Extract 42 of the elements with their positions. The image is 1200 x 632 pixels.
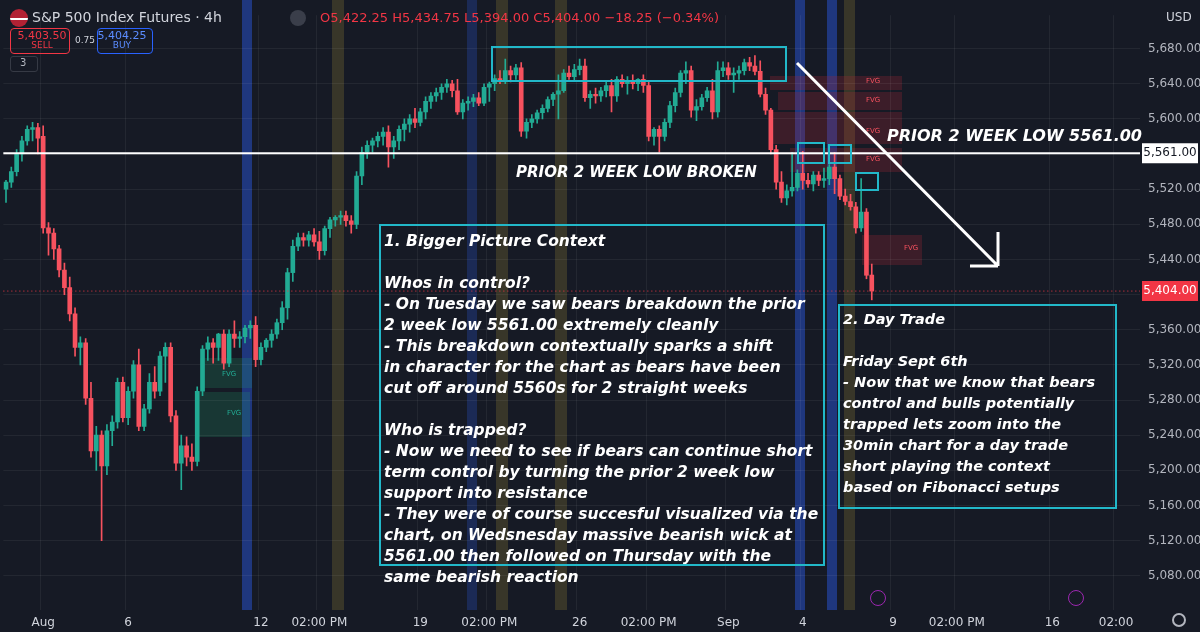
y-tick-label: 5,360.00 bbox=[1148, 321, 1200, 336]
x-tick-label: 16 bbox=[1044, 615, 1060, 630]
annotation: 0.75 bbox=[75, 35, 96, 46]
y-tick-label: 5,320.00 bbox=[1148, 357, 1200, 371]
ref-line-label: 5,561.00 bbox=[1143, 145, 1197, 160]
chart-subtitle: O5,422.25 H5,434.75 L5,394.00 C5,404.00 −18.25 (−0.34%) bbox=[320, 10, 719, 25]
y-tick-label: 5,280.00 bbox=[1148, 392, 1200, 407]
x-tick-label: 26 bbox=[572, 615, 588, 630]
y-tick-label: 5,520.00 bbox=[1148, 181, 1200, 196]
y-tick-label: 5,080.00 bbox=[1148, 567, 1200, 582]
text: USD bbox=[1166, 10, 1192, 25]
y-tick-label: 5,120.00 bbox=[1148, 532, 1200, 547]
x-tick-label: 02:00 PM bbox=[291, 615, 348, 630]
annotation: BUY bbox=[112, 40, 132, 51]
y-tick-label: 5,440.00 bbox=[1148, 251, 1200, 266]
annotation: SELL bbox=[31, 40, 53, 51]
ref-line-label: 5,404.00 bbox=[1143, 283, 1197, 298]
x-tick-label: 4 bbox=[798, 615, 807, 630]
y-tick-label: 5,640.00 bbox=[1148, 75, 1200, 90]
annotation: PRIOR 2 WEEK LOW 5561.00 bbox=[887, 126, 1142, 146]
y-tick-label: 5,480.00 bbox=[1148, 216, 1200, 231]
y-tick-label: 5,680.00 bbox=[1148, 40, 1200, 55]
annotation: PRIOR 2 WEEK LOW BROKEN bbox=[516, 163, 757, 181]
annotation: 3 bbox=[20, 57, 27, 69]
x-tick-label: Sep bbox=[717, 615, 740, 630]
x-tick-label: 02:00 PM bbox=[928, 615, 985, 630]
chart-title: S&P 500 Index Futures · 4h bbox=[32, 9, 222, 25]
x-tick-label: Aug bbox=[31, 615, 55, 630]
x-tick-label: 02:00 bbox=[1098, 615, 1134, 630]
x-tick-label: 12 bbox=[253, 615, 269, 630]
x-tick-label: 19 bbox=[412, 615, 428, 630]
x-tick-label: 02:00 PM bbox=[620, 615, 677, 630]
y-tick-label: 5,240.00 bbox=[1148, 427, 1200, 442]
annotation: 5,403.50 bbox=[16, 29, 68, 42]
x-tick-label: 02:00 PM bbox=[461, 615, 518, 630]
annotation: 5,404.25 bbox=[96, 29, 148, 42]
x-tick-label: 6 bbox=[124, 615, 132, 630]
y-tick-label: 5,200.00 bbox=[1148, 462, 1200, 477]
text: 2. Day Trade Friday Sept 6th - Now that we know that bears control and bulls potentially trapped lets zoom into the 30min chart for a day trade short playing the context based on Fibonacci setups bbox=[843, 311, 1096, 495]
y-tick-label: 5,600.00 bbox=[1148, 111, 1200, 125]
y-tick-label: 5,160.00 bbox=[1148, 497, 1200, 512]
x-tick-label: 9 bbox=[889, 615, 897, 630]
